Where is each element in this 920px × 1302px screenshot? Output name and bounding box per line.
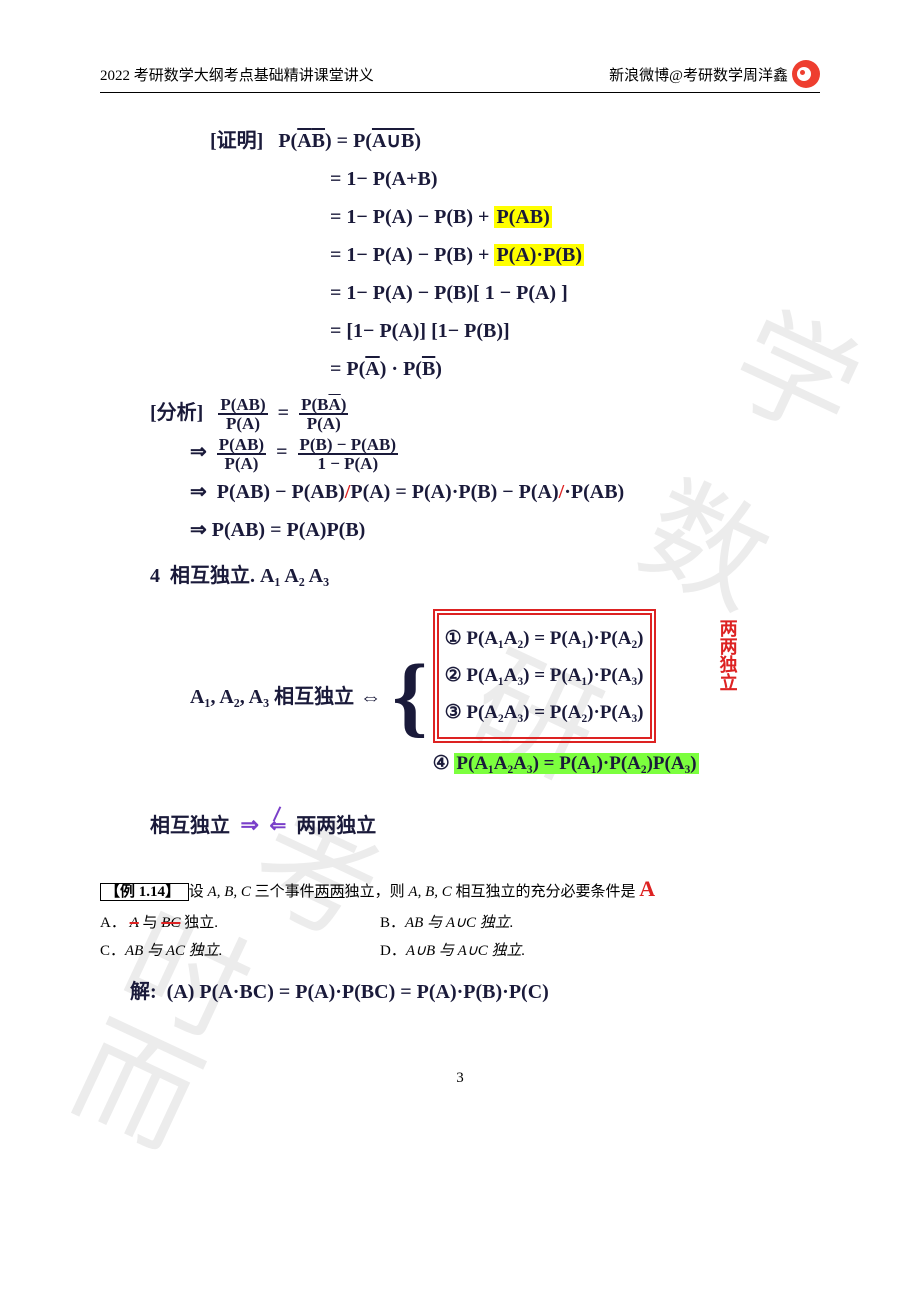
condition-2: ② P(A₁A₃) = P(A₁)·P(A₃): [445, 659, 644, 693]
analysis-line-3: ⇒ P(AB) − P(AB)/P(A) = P(A)·P(B) − P(A)/…: [190, 474, 820, 510]
analysis-block: [分析] P(AB)P(A) = P(BA)P(A) ⇒ P(AB)P(A) =…: [100, 395, 820, 548]
option-d: D．A∪B 与 A∪C 独立.: [380, 937, 630, 966]
implication-line: 相互独立 ⇒ ⇐ 两两独立: [150, 805, 820, 845]
option-c: C．AB 与 AC 独立.: [100, 937, 350, 966]
condition-3: ③ P(A₂A₃) = P(A₂)·P(A₃): [445, 696, 644, 730]
header-left: 2022 考研数学大纲考点基础精讲课堂讲义: [100, 64, 374, 85]
condition-4: ④ P(A₁A₂A₃) = P(A₁)·P(A₂)P(A₃): [433, 747, 699, 781]
analysis-line-4: ⇒ P(AB) = P(A)P(B): [190, 512, 820, 548]
answer-mark: A: [639, 876, 655, 901]
proof-line-5: = 1− P(A) − P(B)[ 1 − P(A) ]: [330, 275, 820, 311]
example-number: 【例 1.14】: [100, 883, 189, 901]
proof-line-7: = P(A) · P(B): [330, 351, 820, 387]
solution-block: 解: (A) P(A·BC) = P(A)·P(BC) = P(A)·P(B)·…: [100, 974, 820, 1010]
pairwise-annotation: 两两独立: [711, 619, 743, 691]
page-number: 3: [100, 1070, 820, 1087]
option-a: A． A 与 BC 独立.: [100, 909, 350, 938]
condition-1: ① P(A₁A₂) = P(A₁)·P(A₂): [445, 622, 644, 656]
brace-icon: {: [392, 656, 427, 737]
mutual-independence-block: 4 相互独立. A₁ A₂ A₃ A₁, A₂, A₃ 相互独立 ⇔ { ① P…: [100, 558, 820, 844]
proof-line-2: = 1− P(A+B): [330, 161, 820, 197]
proof-line-6: = [1− P(A)] [1− P(B)]: [330, 313, 820, 349]
header-right: 新浪微博@考研数学周洋鑫: [609, 60, 820, 88]
solution-text: (A) P(A·BC) = P(A)·P(BC) = P(A)·P(B)·P(C…: [167, 981, 549, 1003]
solution-label: 解:: [130, 981, 157, 1003]
proof-line-3: = 1− P(A) − P(B) + P(AB): [330, 199, 820, 235]
example-block: 【例 1.14】 设 A, B, C 三个事件两两独立，则 A, B, C 相互…: [100, 869, 820, 966]
proof-line-4: = 1− P(A) − P(B) + P(A)·P(B): [330, 237, 820, 273]
mutual-left-text: A₁, A₂, A₃ 相互独立: [190, 679, 354, 715]
weibo-icon: [792, 60, 820, 88]
option-b: B．AB 与 A∪C 独立.: [380, 909, 630, 938]
analysis-label: [分析]: [150, 402, 203, 424]
analysis-line-2: ⇒ P(AB)P(A) = P(B) − P(AB)1 − P(A): [190, 434, 820, 471]
proof-line-1: P(AB) = P(A∪B): [278, 130, 421, 152]
proof-block: [证明] P(AB) = P(A∪B) = 1− P(A+B) = 1− P(A…: [100, 123, 820, 387]
proof-label: [证明]: [210, 130, 263, 152]
page-header: 2022 考研数学大纲考点基础精讲课堂讲义 新浪微博@考研数学周洋鑫: [100, 60, 820, 93]
